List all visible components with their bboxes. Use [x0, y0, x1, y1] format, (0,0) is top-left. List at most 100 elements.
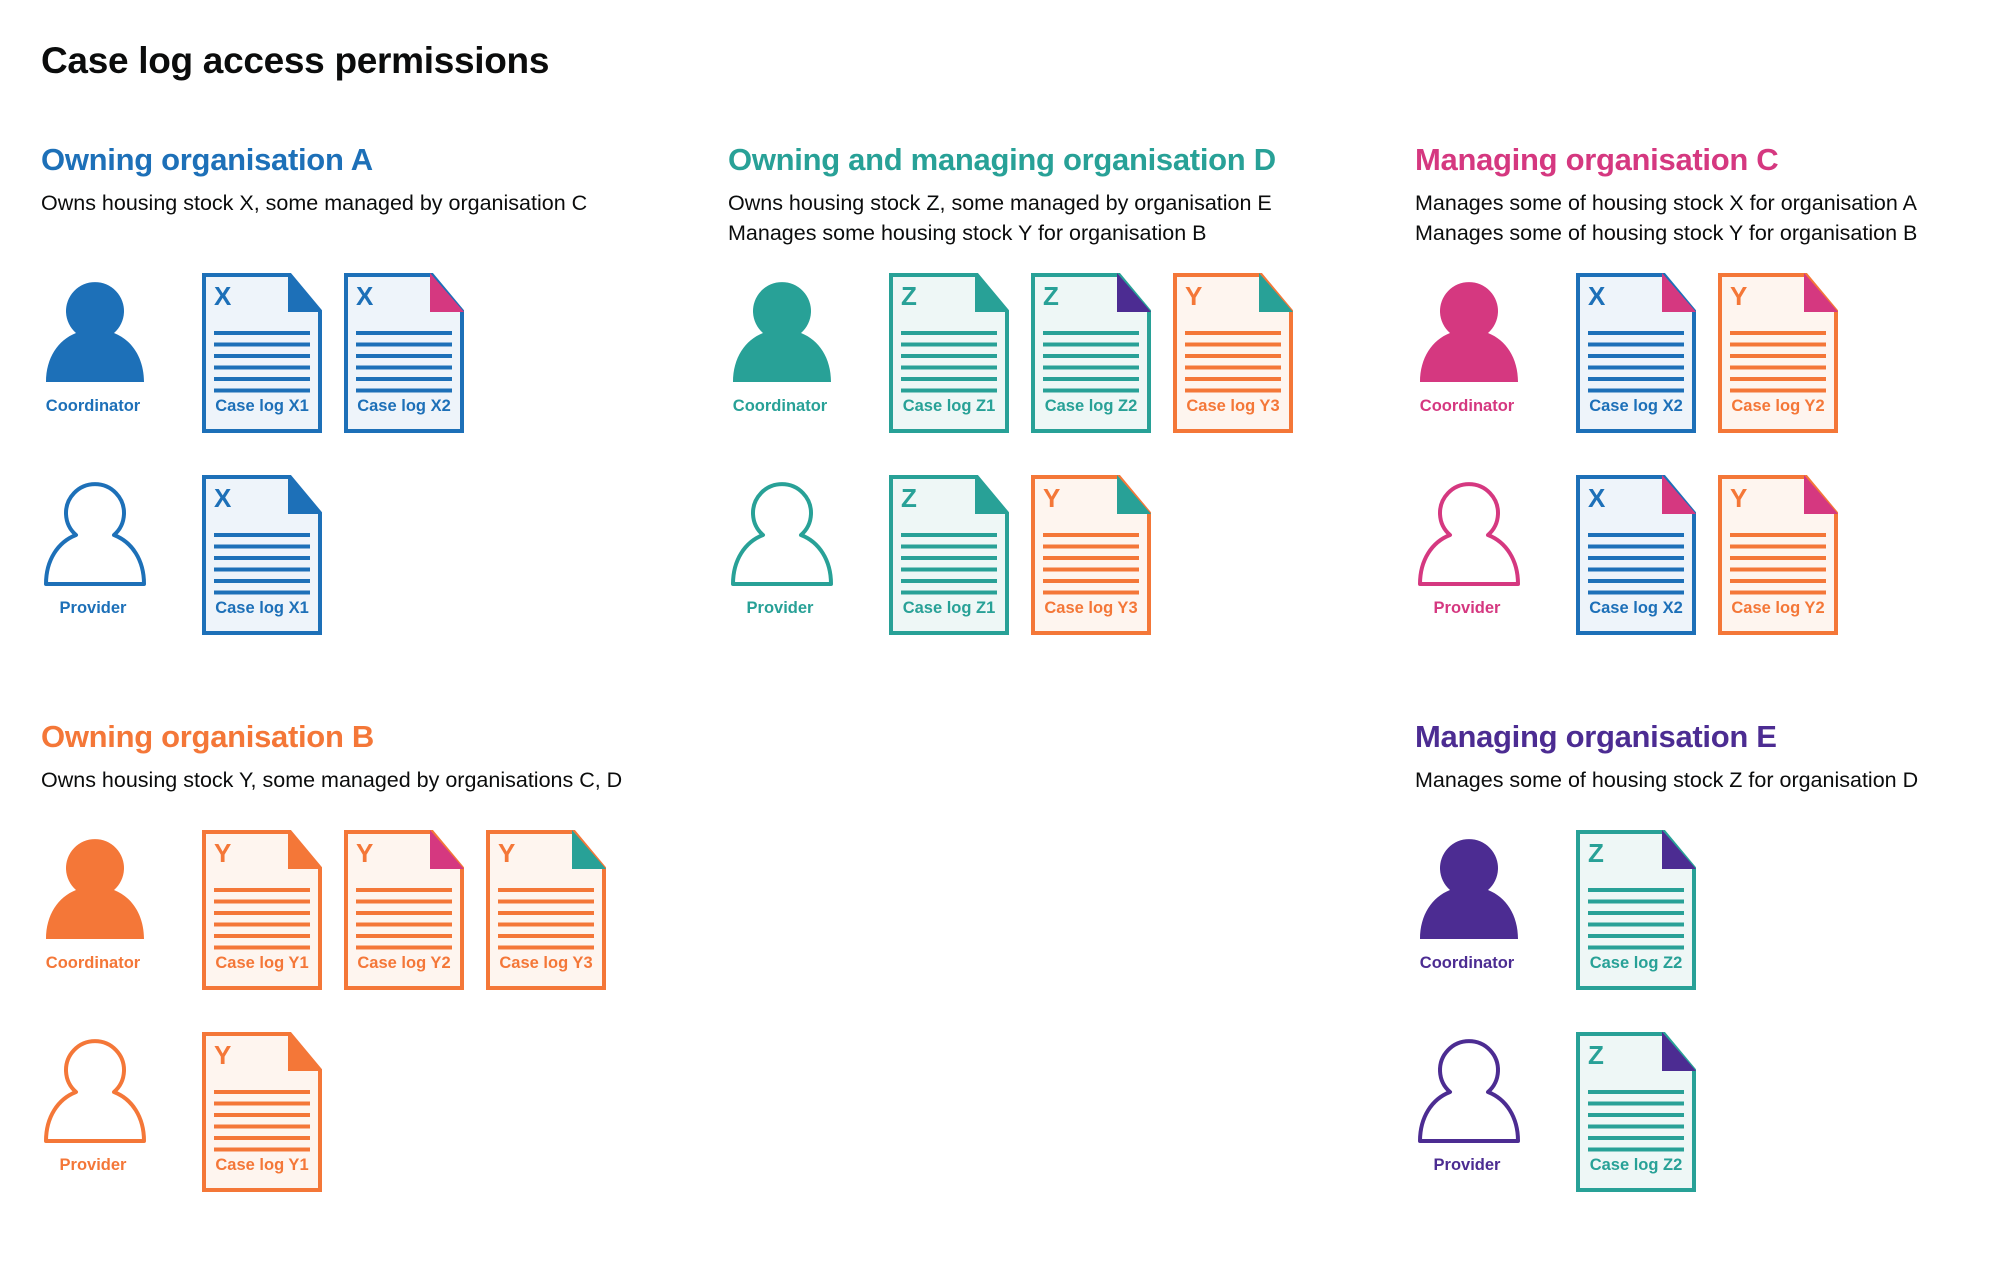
- case-log-document[interactable]: Z Case log Z1: [889, 475, 1009, 635]
- org-section: Owning organisation A Owns housing stock …: [41, 140, 701, 680]
- document-letter: Z: [1043, 281, 1059, 311]
- document-letter: Z: [901, 483, 917, 513]
- document-icon: [202, 830, 322, 990]
- section-title: Managing organisation C: [1415, 142, 1779, 177]
- document-icon: [1173, 273, 1293, 433]
- document-icon: [1576, 475, 1696, 635]
- description-line: Owns housing stock Y, some managed by or…: [41, 768, 623, 792]
- case-log-document[interactable]: Z Case log Z2: [1031, 273, 1151, 433]
- role-label: Provider: [1433, 599, 1501, 617]
- case-log-document[interactable]: Y Case log Y2: [1718, 475, 1838, 635]
- document-icon: [344, 273, 464, 433]
- person-outline-icon: [1418, 1039, 1520, 1143]
- person-outline-icon: [731, 482, 833, 586]
- case-log-document[interactable]: X Case log X2: [1576, 273, 1696, 433]
- section-title: Owning organisation A: [41, 142, 373, 177]
- document-letter: Z: [1588, 838, 1604, 868]
- document-icon: [202, 273, 322, 433]
- role-row: Coordinator Z Case log Z1 Z Case log Z2 Y Case…: [728, 273, 1388, 438]
- case-log-document[interactable]: Z Case log Z2: [1576, 830, 1696, 990]
- description-line: Owns housing stock Z, some managed by or…: [728, 191, 1272, 215]
- case-log-document[interactable]: Y Case log Y3: [486, 830, 606, 990]
- case-log-document[interactable]: X Case log X1: [202, 475, 322, 635]
- role-row: Coordinator Y Case log Y1 Y Case log Y2 Y Case…: [41, 830, 701, 995]
- role-row: Coordinator Z Case log Z2: [1415, 830, 2000, 995]
- role-row: Provider Z Case log Z1 Y Case log Y3: [728, 475, 1388, 640]
- description-line: Manages some of housing stock X for orga…: [1415, 191, 1917, 215]
- description-line: Owns housing stock X, some managed by or…: [41, 191, 588, 215]
- section-title: Owning organisation B: [41, 719, 374, 754]
- role-label: Provider: [59, 599, 127, 617]
- document-letter: Y: [1730, 483, 1748, 513]
- document-icon: [1718, 475, 1838, 635]
- document-letter: X: [1588, 281, 1606, 311]
- case-log-document[interactable]: Y Case log Y3: [1173, 273, 1293, 433]
- document-label: Case log Y1: [215, 954, 309, 972]
- document-label: Case log Z1: [902, 397, 996, 415]
- role-row: Coordinator X Case log X2 Y Case log Y2: [1415, 273, 2000, 438]
- case-log-document[interactable]: Y Case log Y1: [202, 1032, 322, 1192]
- document-letter: Y: [1185, 281, 1203, 311]
- section-description: Owns housing stock Z, some managed by or…: [728, 188, 1272, 248]
- document-letter: X: [356, 281, 374, 311]
- page-title: Case log access permissions: [41, 40, 550, 81]
- person-filled-icon: [733, 282, 831, 382]
- role-row: Provider Y Case log Y1: [41, 1032, 701, 1197]
- section-description: Owns housing stock X, some managed by or…: [41, 188, 587, 218]
- case-log-document[interactable]: Y Case log Y3: [1031, 475, 1151, 635]
- person-filled-icon: [46, 839, 144, 939]
- case-log-document[interactable]: Z Case log Z2: [1576, 1032, 1696, 1192]
- document-letter: X: [1588, 483, 1606, 513]
- document-letter: X: [214, 281, 232, 311]
- description-line: Manages some of housing stock Y for orga…: [1415, 221, 1918, 245]
- case-log-document[interactable]: Z Case log Z1: [889, 273, 1009, 433]
- document-icon: [889, 475, 1009, 635]
- person-filled-icon: [1420, 839, 1518, 939]
- org-section: Owning and managing organisation D Owns h…: [728, 140, 1388, 680]
- document-icon: [1576, 273, 1696, 433]
- description-line: Manages some of housing stock Z for orga…: [1415, 768, 1919, 792]
- document-icon: [344, 830, 464, 990]
- document-label: Case log X2: [1589, 397, 1683, 415]
- role-label: Provider: [59, 1156, 127, 1174]
- document-letter: Y: [356, 838, 374, 868]
- document-label: Case log Z2: [1044, 397, 1138, 415]
- role-label: Coordinator: [45, 954, 141, 972]
- case-log-document[interactable]: X Case log X1: [202, 273, 322, 433]
- person-filled-icon: [46, 282, 144, 382]
- document-label: Case log Y2: [357, 954, 451, 972]
- document-label: Case log Y2: [1731, 599, 1825, 617]
- role-row: Coordinator X Case log X1 X Case log X2: [41, 273, 701, 438]
- document-icon: [202, 1032, 322, 1192]
- org-section: Managing organisation C Manages some of h…: [1415, 140, 2000, 680]
- section-title: Managing organisation E: [1415, 719, 1777, 754]
- document-label: Case log Z2: [1589, 954, 1683, 972]
- document-label: Case log X1: [215, 397, 309, 415]
- case-log-document[interactable]: X Case log X2: [344, 273, 464, 433]
- document-letter: Y: [498, 838, 516, 868]
- case-log-document[interactable]: X Case log X2: [1576, 475, 1696, 635]
- document-icon: [1031, 273, 1151, 433]
- document-label: Case log X2: [357, 397, 451, 415]
- document-icon: [202, 475, 322, 635]
- document-label: Case log Y3: [1044, 599, 1138, 617]
- section-description: Manages some of housing stock X for orga…: [1415, 188, 1917, 248]
- description-line: Manages some housing stock Y for organis…: [728, 221, 1207, 245]
- document-label: Case log Y1: [215, 1156, 309, 1174]
- role-label: Provider: [1433, 1156, 1501, 1174]
- document-label: Case log Y3: [499, 954, 593, 972]
- role-label: Coordinator: [45, 397, 141, 415]
- case-log-document[interactable]: Y Case log Y2: [1718, 273, 1838, 433]
- role-label: Provider: [746, 599, 814, 617]
- role-label: Coordinator: [1419, 954, 1515, 972]
- case-log-document[interactable]: Y Case log Y1: [202, 830, 322, 990]
- role-label: Coordinator: [1419, 397, 1515, 415]
- section-title: Owning and managing organisation D: [728, 142, 1276, 177]
- document-icon: [1576, 1032, 1696, 1192]
- org-section: Managing organisation E Manages some of h…: [1415, 717, 2000, 1257]
- case-log-document[interactable]: Y Case log Y2: [344, 830, 464, 990]
- document-letter: Z: [1588, 1040, 1604, 1070]
- org-section: Owning organisation B Owns housing stock …: [41, 717, 701, 1257]
- person-outline-icon: [44, 482, 146, 586]
- document-letter: Z: [901, 281, 917, 311]
